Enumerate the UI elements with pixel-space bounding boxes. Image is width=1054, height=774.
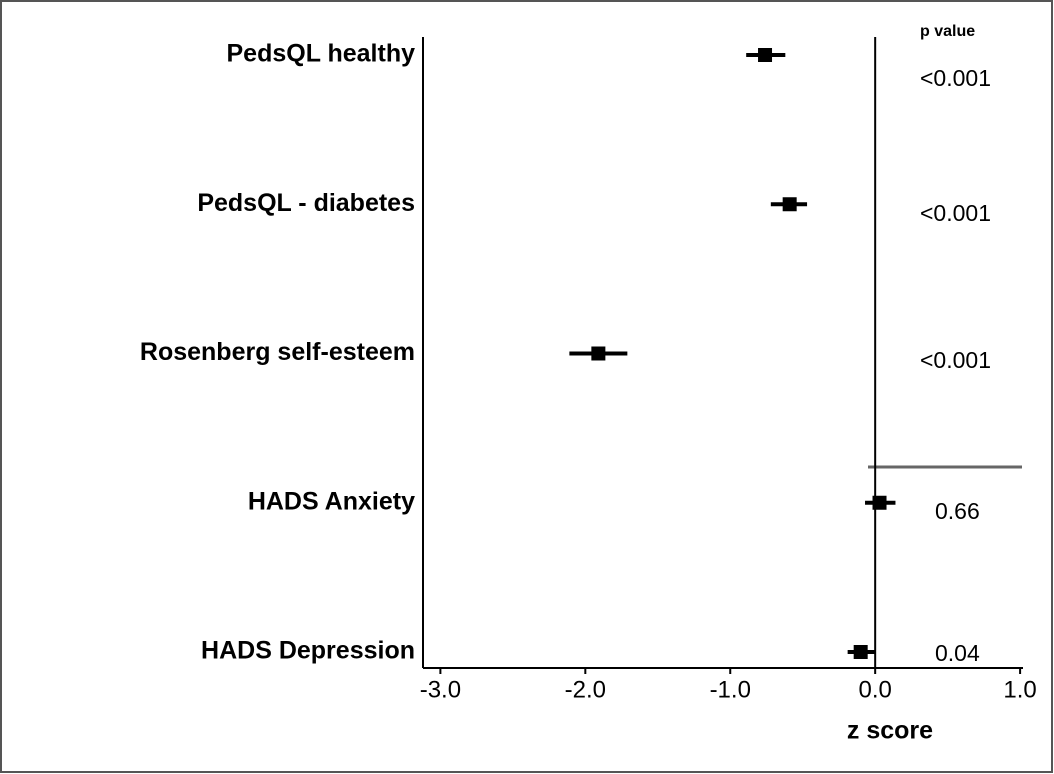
p-value: 0.66 xyxy=(935,498,980,524)
point xyxy=(853,645,868,659)
point xyxy=(591,346,606,361)
p-value-header: p value xyxy=(920,23,975,40)
category-label: HADS Anxiety xyxy=(248,487,415,515)
category-label: Rosenberg self-esteem xyxy=(140,338,415,366)
x-tick-label: -1.0 xyxy=(710,676,751,703)
p-value: <0.001 xyxy=(920,347,991,373)
x-tick-label: 1.0 xyxy=(1003,676,1036,703)
x-axis-label: z score xyxy=(847,717,933,745)
point xyxy=(872,495,887,510)
category-label: HADS Depression xyxy=(201,637,415,665)
p-value: 0.04 xyxy=(935,640,980,666)
p-value: <0.001 xyxy=(920,200,991,226)
x-tick-label: 0.0 xyxy=(858,676,891,703)
point xyxy=(782,197,797,212)
point xyxy=(758,48,773,62)
x-tick-label: -2.0 xyxy=(565,676,606,703)
x-tick-label: -3.0 xyxy=(420,676,461,703)
category-label: PedsQL - diabetes xyxy=(197,189,415,217)
category-label: PedsQL healthy xyxy=(227,40,416,68)
p-value: <0.001 xyxy=(920,65,991,91)
